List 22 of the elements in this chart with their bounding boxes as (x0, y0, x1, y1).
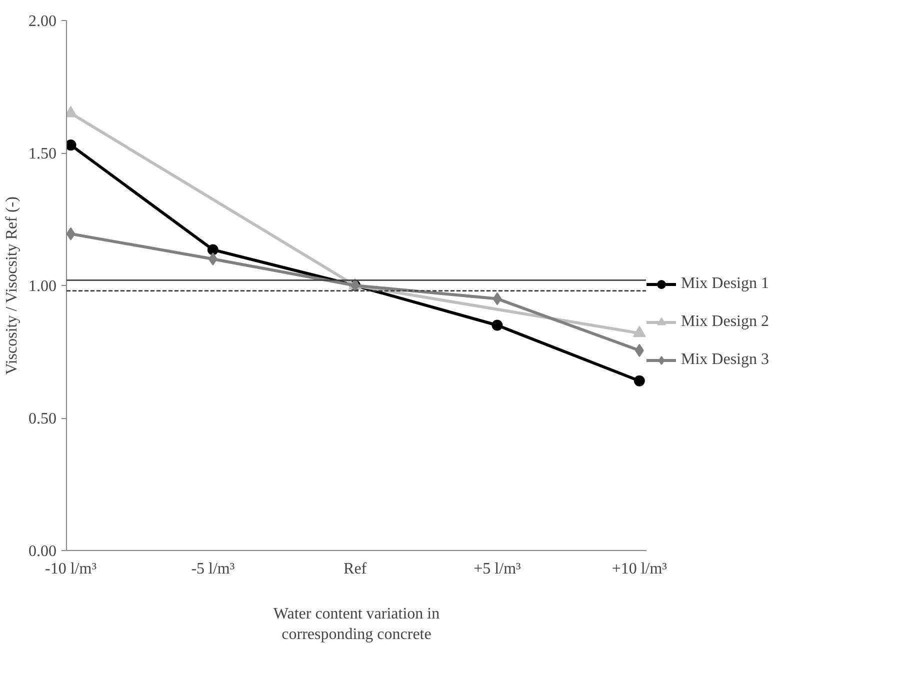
x-tick-label: Ref (344, 560, 368, 578)
x-tick-label: -10 l/m³ (45, 560, 97, 578)
point (208, 252, 218, 266)
point (66, 140, 76, 151)
x-tick-label: -5 l/m³ (191, 560, 235, 578)
y-tick-label: 0.50 (28, 410, 56, 428)
legend-label: Mix Design 2 (681, 313, 769, 331)
y-tick-label: 1.00 (28, 278, 56, 295)
x-tick-label: +5 l/m³ (474, 560, 522, 578)
x-tick-label: +10 l/m³ (612, 560, 668, 578)
x-axis-title: Water content variation in corresponding concrete (273, 606, 440, 643)
legend-label: Mix Design 3 (681, 351, 769, 369)
point (492, 292, 502, 306)
point (634, 344, 644, 357)
y-tick-label: 2.00 (28, 13, 56, 30)
y-tick-label: 0.00 (28, 543, 56, 560)
point (207, 244, 218, 256)
y-axis-title: Viscosity / Visocsity Ref (-) (4, 196, 20, 375)
point (492, 320, 503, 331)
point (634, 375, 645, 386)
legend-label: Mix Design 1 (681, 275, 769, 293)
y-tick-label: 1.50 (28, 146, 56, 162)
